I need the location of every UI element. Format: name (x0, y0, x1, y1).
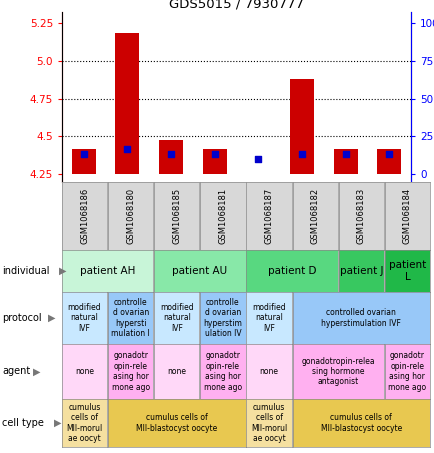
Text: GSM1068183: GSM1068183 (356, 188, 365, 244)
Text: ▶: ▶ (53, 418, 61, 428)
Text: patient D: patient D (267, 266, 316, 276)
Text: GSM1068184: GSM1068184 (402, 188, 411, 244)
Text: modified
natural
IVF: modified natural IVF (252, 303, 285, 333)
Text: agent: agent (2, 366, 30, 376)
Text: ▶: ▶ (59, 266, 66, 276)
Text: patient AH: patient AH (80, 266, 135, 276)
Text: gonadotropin-relea
sing hormone
antagonist: gonadotropin-relea sing hormone antagoni… (301, 357, 374, 386)
Title: GDS5015 / 7930777: GDS5015 / 7930777 (169, 0, 303, 11)
Text: individual: individual (2, 266, 49, 276)
Text: cumulus
cells of
MII-morul
ae oocyt: cumulus cells of MII-morul ae oocyt (66, 403, 102, 443)
Text: cell type: cell type (2, 418, 44, 428)
Text: cumulus
cells of
MII-morul
ae oocyt: cumulus cells of MII-morul ae oocyt (250, 403, 286, 443)
Point (341, 150, 348, 158)
Text: GSM1068180: GSM1068180 (126, 188, 135, 244)
Point (298, 150, 305, 158)
Bar (159, 140, 183, 174)
Text: GSM1068182: GSM1068182 (310, 188, 319, 244)
Text: patient J: patient J (339, 266, 382, 276)
Text: protocol: protocol (2, 313, 42, 323)
Text: GSM1068186: GSM1068186 (80, 188, 89, 244)
Bar (333, 149, 357, 174)
Text: controlled ovarian
hyperstimulation IVF: controlled ovarian hyperstimulation IVF (321, 308, 400, 328)
Point (124, 145, 131, 152)
Point (385, 150, 392, 158)
Text: none: none (75, 367, 94, 376)
Bar (289, 79, 313, 174)
Bar (202, 149, 226, 174)
Text: gonadotr
opin-rele
asing hor
mone ago: gonadotr opin-rele asing hor mone ago (204, 352, 241, 391)
Text: patient AU: patient AU (172, 266, 227, 276)
Text: controlle
d ovarian
hyperstim
ulation IV: controlle d ovarian hyperstim ulation IV (203, 298, 242, 338)
Text: controlle
d ovarian
hypersti
mulation I: controlle d ovarian hypersti mulation I (111, 298, 150, 338)
Text: GSM1068185: GSM1068185 (172, 188, 181, 244)
Point (80, 150, 87, 158)
Bar (72, 149, 95, 174)
Bar (115, 33, 139, 174)
Text: modified
natural
IVF: modified natural IVF (68, 303, 101, 333)
Text: ▶: ▶ (33, 366, 40, 376)
Text: patient
L: patient L (388, 260, 425, 282)
Point (167, 150, 174, 158)
Text: none: none (259, 367, 278, 376)
Text: cumulus cells of
MII-blastocyst oocyte: cumulus cells of MII-blastocyst oocyte (320, 413, 401, 433)
Bar (376, 149, 400, 174)
Text: GSM1068181: GSM1068181 (218, 188, 227, 244)
Point (254, 156, 261, 163)
Text: modified
natural
IVF: modified natural IVF (160, 303, 193, 333)
Text: none: none (167, 367, 186, 376)
Text: ▶: ▶ (48, 313, 56, 323)
Text: cumulus cells of
MII-blastocyst oocyte: cumulus cells of MII-blastocyst oocyte (136, 413, 217, 433)
Text: gonadotr
opin-rele
asing hor
mone ago: gonadotr opin-rele asing hor mone ago (388, 352, 425, 391)
Text: GSM1068187: GSM1068187 (264, 188, 273, 244)
Point (211, 150, 218, 158)
Text: gonadotr
opin-rele
asing hor
mone ago: gonadotr opin-rele asing hor mone ago (112, 352, 149, 391)
